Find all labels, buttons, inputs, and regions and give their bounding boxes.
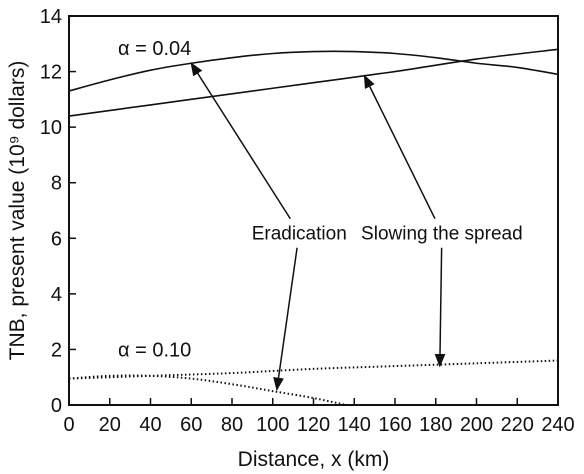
y-axis: 0 2 4 6 8 10 12 14 [40, 6, 76, 417]
y-tick-label: 12 [40, 62, 62, 84]
series-layer [68, 48, 559, 407]
x-tick-label: 160 [378, 414, 411, 436]
x-tick-label: 60 [180, 414, 202, 436]
y-tick-label: 4 [51, 284, 62, 306]
x-tick-label: 140 [338, 414, 371, 436]
annotation-label: Slowing the spread [361, 224, 523, 245]
curve-label: α = 0.10 [118, 339, 191, 361]
series-line-1 [68, 50, 559, 92]
x-tick-label: 120 [297, 414, 330, 436]
annotation-layer: α = 0.04 α = 0.10 Eradication Slowing the s… [118, 38, 523, 392]
x-tick-label: 20 [99, 414, 121, 436]
x-axis-title: Distance, x (km) [238, 448, 390, 471]
annotation-arrow [363, 74, 436, 220]
x-tick-label: 240 [541, 414, 574, 436]
series-line-2 [68, 48, 559, 117]
x-tick-label: 0 [63, 414, 74, 436]
y-tick-label: 2 [51, 339, 62, 361]
annotation-arrow [190, 62, 291, 220]
x-tick-label: 200 [460, 414, 493, 436]
y-tick-label: 8 [51, 173, 62, 195]
y-tick-label: 14 [40, 6, 62, 28]
annotation-arrow [434, 247, 446, 368]
y-tick-label: 6 [51, 228, 62, 250]
x-tick-label: 40 [139, 414, 161, 436]
x-axis: 0 20 40 60 80 100 120 140 160 180 200 220 240 [63, 398, 575, 436]
x-tick-label: 180 [419, 414, 452, 436]
x-tick-label: 80 [221, 414, 243, 436]
annotation-label: Eradication [252, 224, 347, 245]
y-tick-label: 0 [51, 395, 62, 417]
y-axis-title: TNB, present value (10⁹ dollars) [6, 61, 29, 361]
series-line-3 [68, 374, 355, 407]
x-tick-label: 100 [256, 414, 289, 436]
annotation-arrow [273, 247, 298, 392]
x-tick-label: 220 [501, 414, 534, 436]
curve-label: α = 0.04 [118, 38, 191, 60]
series-line-4 [68, 359, 559, 380]
y-tick-label: 10 [40, 117, 62, 139]
